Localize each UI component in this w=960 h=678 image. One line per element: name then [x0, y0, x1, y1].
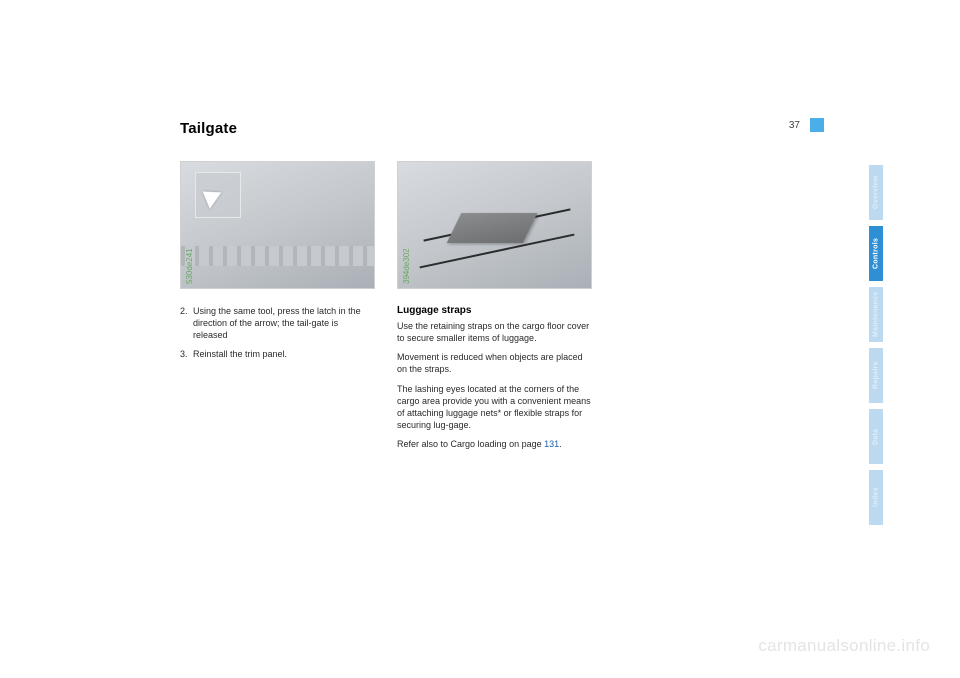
subheading-luggage-straps: Luggage straps [397, 305, 592, 316]
step-number: 2. [180, 305, 193, 341]
column-left: 530de241 2. Using the same tool, press t… [180, 161, 375, 457]
columns: 530de241 2. Using the same tool, press t… [180, 161, 800, 457]
page-link-131[interactable]: 131 [544, 439, 559, 449]
figure-id: 394de302 [402, 248, 411, 284]
page-number: 37 [789, 120, 800, 131]
side-tabs: Overview Controls Maintenance Repairs Da… [869, 165, 883, 531]
page-marker [810, 118, 824, 132]
figure-luggage-straps: 394de302 [397, 161, 592, 289]
paragraph-crossref: Refer also to Cargo loading on page 131. [397, 438, 592, 450]
crossref-text: Refer also to Cargo loading on page [397, 439, 544, 449]
paragraph: Use the retaining straps on the cargo fl… [397, 320, 592, 344]
tab-controls[interactable]: Controls [869, 226, 883, 281]
tab-maintenance[interactable]: Maintenance [869, 287, 883, 342]
paragraph: The lashing eyes located at the corners … [397, 383, 592, 432]
figure-tailgate-latch: 530de241 [180, 161, 375, 289]
page-title: Tailgate [180, 120, 800, 137]
tab-data[interactable]: Data [869, 409, 883, 464]
step-text: Reinstall the trim panel. [193, 348, 287, 360]
crossref-suffix: . [559, 439, 562, 449]
watermark: carmanualsonline.info [758, 636, 930, 656]
step-number: 3. [180, 348, 193, 360]
tab-index[interactable]: Index [869, 470, 883, 525]
tab-overview[interactable]: Overview [869, 165, 883, 220]
step-3: 3. Reinstall the trim panel. [180, 348, 375, 360]
step-text: Using the same tool, press the latch in … [193, 305, 375, 341]
luggage-box [447, 213, 538, 243]
tab-repairs[interactable]: Repairs [869, 348, 883, 403]
step-2: 2. Using the same tool, press the latch … [180, 305, 375, 341]
paragraph: Movement is reduced when objects are pla… [397, 351, 592, 375]
figure-panel [181, 246, 374, 266]
column-right: 394de302 Luggage straps Use the retainin… [397, 161, 592, 457]
figure-id: 530de241 [185, 248, 194, 284]
page-content: Tailgate 37 530de241 2. Using the same t… [180, 120, 800, 457]
